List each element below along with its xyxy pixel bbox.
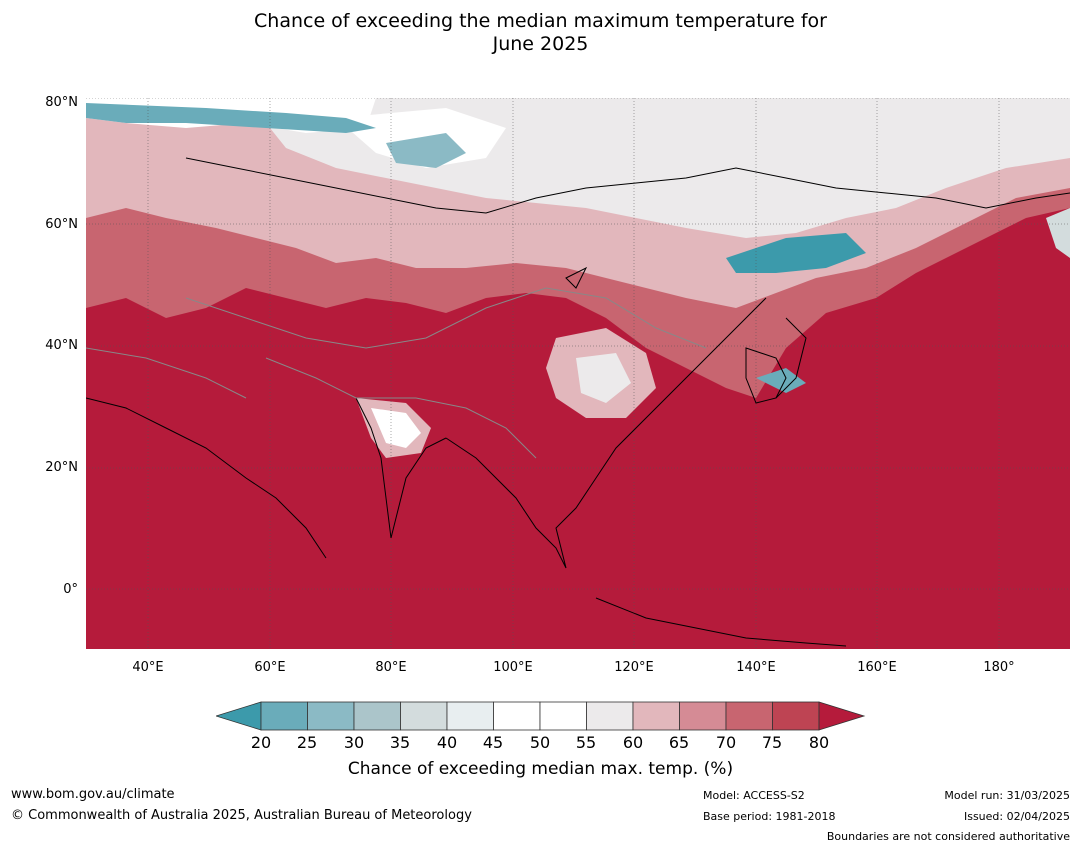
colorbar-cell: [725, 701, 773, 731]
lon-label-40e: 40°E: [132, 660, 164, 675]
colorbar-cell: [260, 701, 308, 731]
issued-date: Issued: 02/04/2025: [963, 810, 1070, 823]
lon-label-120e: 120°E: [614, 660, 654, 675]
map-svg: [86, 98, 1070, 649]
colorbar-tick-35: 35: [389, 733, 411, 752]
lon-label-160e: 160°E: [857, 660, 897, 675]
lon-label-100e: 100°E: [493, 660, 533, 675]
region-neutral-china: [576, 353, 631, 403]
region-cool-japan: [756, 368, 806, 393]
country-borders: [86, 287, 707, 459]
title-line-1: Chance of exceeding the median maximum t…: [254, 10, 827, 32]
title-line-2: June 2025: [492, 33, 589, 55]
colorbar-cell: [679, 701, 727, 731]
lon-label-180: 180°: [983, 660, 1015, 675]
colorbar: [216, 701, 866, 731]
model-name: Model: ACCESS-S2: [703, 789, 805, 802]
lat-label-60n: 60°N: [45, 217, 78, 232]
colorbar-high-extend: [818, 701, 866, 731]
probability-map: [86, 98, 1070, 649]
lat-label-20n: 20°N: [45, 460, 78, 475]
colorbar-tick-65: 65: [668, 733, 690, 752]
colorbar-tick-30: 30: [343, 733, 365, 752]
boundaries-disclaimer: Boundaries are not considered authoritat…: [826, 830, 1070, 843]
colorbar-tick-80: 80: [808, 733, 830, 752]
colorbar-cell: [772, 701, 820, 731]
colorbar-title: Chance of exceeding median max. temp. (%…: [347, 759, 734, 779]
lat-label-40n: 40°N: [45, 338, 78, 353]
lon-label-60e: 60°E: [254, 660, 286, 675]
colorbar-cell: [493, 701, 541, 731]
lat-label-80n: 80°N: [45, 95, 78, 110]
colorbar-ticks: 20 25 30 35 40 45 50 55 60 65 70 75 80: [0, 733, 1081, 753]
graticule: [86, 98, 1070, 649]
colorbar-low-extend: [216, 701, 262, 731]
region-cool-kara: [386, 133, 466, 168]
colorbar-cell: [586, 701, 634, 731]
map-title: Chance of exceeding the median maximum t…: [0, 10, 1081, 56]
lon-label-140e: 140°E: [736, 660, 776, 675]
copyright-text: © Commonwealth of Australia 2025, Austra…: [11, 808, 472, 823]
region-neutral-india: [371, 408, 421, 448]
colorbar-tick-55: 55: [575, 733, 597, 752]
colorbar-cell: [446, 701, 494, 731]
colorbar-tick-40: 40: [436, 733, 458, 752]
model-run-date: Model run: 31/03/2025: [944, 789, 1070, 802]
colorbar-tick-25: 25: [296, 733, 318, 752]
colorbar-cell: [400, 701, 448, 731]
colorbar-tick-20: 20: [250, 733, 272, 752]
colorbar-tick-50: 50: [529, 733, 551, 752]
colorbar-tick-75: 75: [761, 733, 783, 752]
region-cool-okhotsk: [726, 233, 866, 273]
colorbar-cell: [539, 701, 587, 731]
bom-climate-link[interactable]: www.bom.gov.au/climate: [11, 787, 175, 802]
lon-label-80e: 80°E: [375, 660, 407, 675]
lat-label-0: 0°: [63, 582, 78, 597]
region-cool-barents: [86, 103, 376, 133]
colorbar-cell: [632, 701, 680, 731]
colorbar-cells: [216, 701, 866, 731]
base-period: Base period: 1981-2018: [703, 810, 836, 823]
region-cool-bering: [1046, 208, 1070, 258]
coastlines: [86, 157, 1070, 647]
colorbar-tick-45: 45: [482, 733, 504, 752]
colorbar-cell: [307, 701, 355, 731]
colorbar-tick-60: 60: [622, 733, 644, 752]
colorbar-cell: [353, 701, 401, 731]
colorbar-tick-70: 70: [715, 733, 737, 752]
